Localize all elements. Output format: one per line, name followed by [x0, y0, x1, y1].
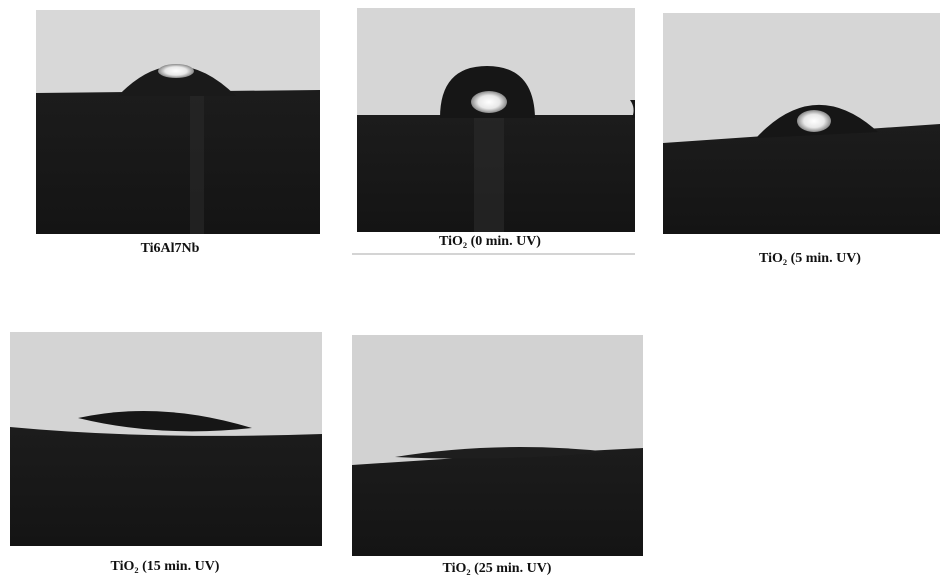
caption: TiO₂ (15 min. UV) [111, 559, 220, 574]
photo-tio2-25min [352, 335, 643, 556]
caption: TiO₂ (0 min. UV) [439, 234, 541, 249]
photo-tio2-15min [10, 332, 322, 546]
caption: Ti6Al7Nb [141, 241, 200, 256]
caption: TiO₂ (5 min. UV) [759, 251, 861, 266]
caption: TiO₂ (25 min. UV) [443, 561, 552, 576]
photo-tio2-5min [663, 13, 940, 234]
photo-ti6al7nb [36, 10, 320, 234]
photo-tio2-0min [352, 8, 635, 255]
